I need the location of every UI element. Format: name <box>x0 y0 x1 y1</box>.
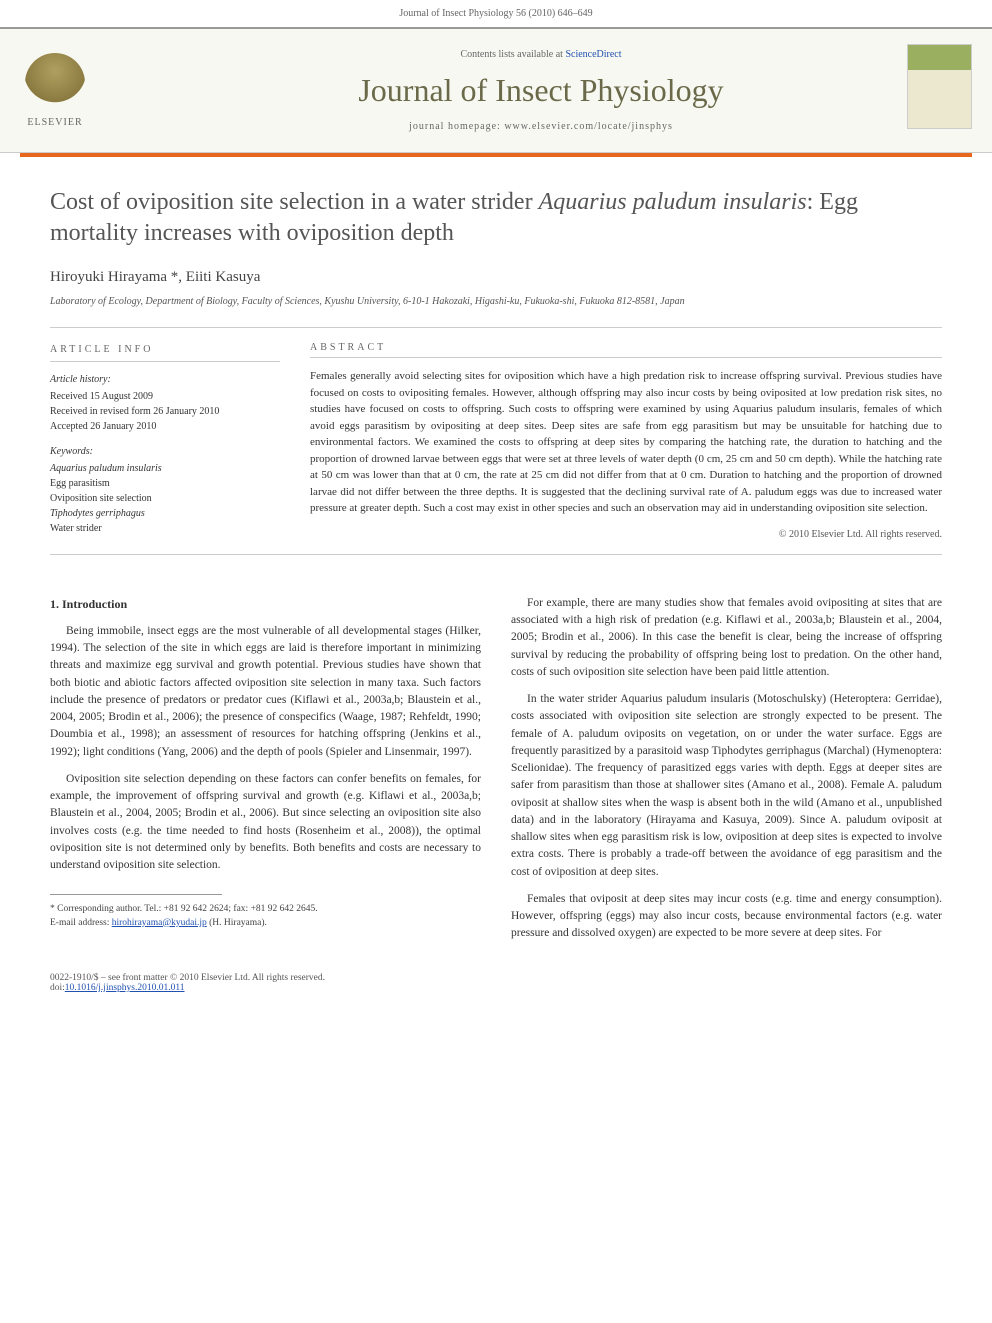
doi-link[interactable]: 10.1016/j.jinsphys.2010.01.011 <box>65 983 185 993</box>
email-suffix: (H. Hirayama). <box>207 918 267 928</box>
keyword-item: Aquarius paludum insularis <box>50 461 280 476</box>
column-right: For example, there are many studies show… <box>511 595 942 953</box>
email-line: E-mail address: hirohirayama@kyudai.jp (… <box>50 917 481 930</box>
corresponding-author: * Corresponding author. Tel.: +81 92 642… <box>50 903 481 916</box>
footer-left: 0022-1910/$ – see front matter © 2010 El… <box>50 973 325 993</box>
article-info-heading: ARTICLE INFO <box>50 342 280 362</box>
doi-line: doi:10.1016/j.jinsphys.2010.01.011 <box>50 983 325 993</box>
sciencedirect-link[interactable]: ScienceDirect <box>565 49 621 60</box>
body-paragraph: Oviposition site selection depending on … <box>50 771 481 875</box>
publisher-name: ELSEVIER <box>27 117 82 128</box>
corresponding-footnote: * Corresponding author. Tel.: +81 92 642… <box>50 903 481 930</box>
received-date: Received 15 August 2009 <box>50 389 280 404</box>
accepted-date: Accepted 26 January 2010 <box>50 419 280 434</box>
body-columns: 1. Introduction Being immobile, insect e… <box>0 575 992 973</box>
abstract-text: Females generally avoid selecting sites … <box>310 368 942 517</box>
homepage-url: www.elsevier.com/locate/jinsphys <box>504 121 673 132</box>
elsevier-tree-icon <box>25 53 85 113</box>
article-title: Cost of oviposition site selection in a … <box>50 187 942 249</box>
homepage-prefix: journal homepage: <box>409 121 504 132</box>
journal-cover-thumbnail <box>907 44 972 129</box>
issn-line: 0022-1910/$ – see front matter © 2010 El… <box>50 973 325 983</box>
title-part1: Cost of oviposition site selection in a … <box>50 189 539 215</box>
article-header: Cost of oviposition site selection in a … <box>0 157 992 575</box>
keywords-label: Keywords: <box>50 444 280 459</box>
body-paragraph: In the water strider Aquarius paludum in… <box>511 691 942 881</box>
article-info: ARTICLE INFO Article history: Received 1… <box>50 342 280 540</box>
body-paragraph: Being immobile, insect eggs are the most… <box>50 623 481 761</box>
section-heading: 1. Introduction <box>50 595 481 613</box>
footnote-divider <box>50 894 222 895</box>
revised-date: Received in revised form 26 January 2010 <box>50 404 280 419</box>
title-species: Aquarius paludum insularis <box>539 189 807 215</box>
journal-banner: ELSEVIER Contents lists available at Sci… <box>0 29 992 153</box>
keyword-item: Water strider <box>50 521 280 536</box>
abstract-column: ABSTRACT Females generally avoid selecti… <box>310 342 942 540</box>
doi-label: doi: <box>50 983 65 993</box>
body-paragraph: Females that oviposit at deep sites may … <box>511 891 942 943</box>
journal-name: Journal of Insect Physiology <box>110 72 972 109</box>
keyword-item: Egg parasitism <box>50 476 280 491</box>
column-left: 1. Introduction Being immobile, insect e… <box>50 595 481 953</box>
banner-center: Contents lists available at ScienceDirec… <box>110 39 972 142</box>
keyword-item: Tiphodytes gerriphagus <box>50 506 280 521</box>
info-abstract-row: ARTICLE INFO Article history: Received 1… <box>50 327 942 555</box>
email-label: E-mail address: <box>50 918 112 928</box>
authors: Hiroyuki Hirayama *, Eiiti Kasuya <box>50 269 942 286</box>
homepage-line: journal homepage: www.elsevier.com/locat… <box>110 121 972 132</box>
email-link[interactable]: hirohirayama@kyudai.jp <box>112 918 207 928</box>
body-paragraph: For example, there are many studies show… <box>511 595 942 681</box>
affiliation: Laboratory of Ecology, Department of Bio… <box>50 296 942 307</box>
abstract-copyright: © 2010 Elsevier Ltd. All rights reserved… <box>310 529 942 540</box>
running-header: Journal of Insect Physiology 56 (2010) 6… <box>0 0 992 29</box>
page-footer: 0022-1910/$ – see front matter © 2010 El… <box>0 973 992 1013</box>
history-label: Article history: <box>50 372 280 387</box>
abstract-heading: ABSTRACT <box>310 342 942 358</box>
elsevier-logo: ELSEVIER <box>20 39 110 142</box>
contents-prefix: Contents lists available at <box>460 49 565 60</box>
keywords-list: Aquarius paludum insularis Egg parasitis… <box>50 461 280 536</box>
contents-line: Contents lists available at ScienceDirec… <box>110 49 972 60</box>
keyword-item: Oviposition site selection <box>50 491 280 506</box>
citation-text: Journal of Insect Physiology 56 (2010) 6… <box>399 8 592 19</box>
